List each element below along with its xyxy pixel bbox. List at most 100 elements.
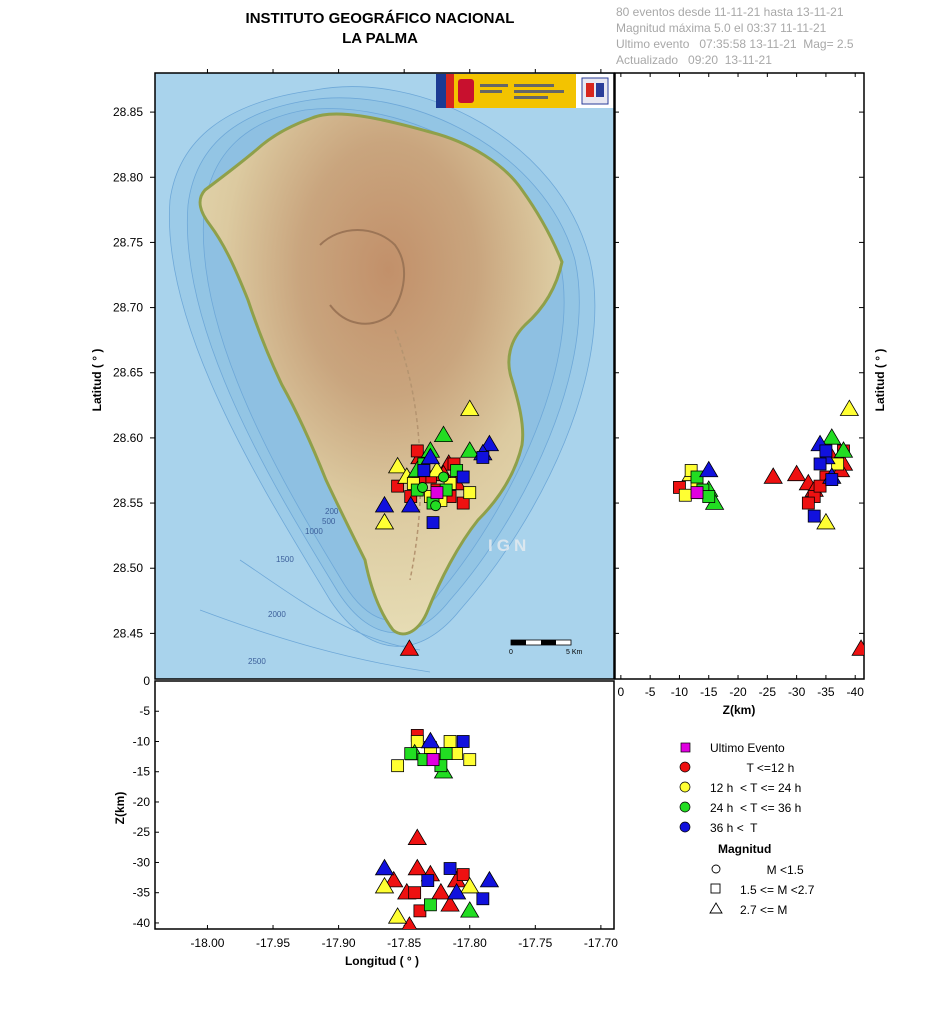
event-marker [476,892,490,906]
depth-tick-label: -30 [788,685,806,699]
legend-shape-circle [711,864,721,874]
depth-tick-label: -10 [671,685,689,699]
depth-label-1000: 1000 [305,527,323,536]
island-landmass [198,112,564,636]
event-marker [699,460,719,478]
event-marker [420,731,441,749]
event-marker [374,876,395,894]
info-line-last-event: Ultimo evento 07:35:58 13-11-21 Mag= 2.5 [616,37,854,51]
event-marker [763,467,783,484]
event-marker [460,399,480,416]
depth-tick-label: -15 [700,685,718,699]
legend-magnitude-small: M <1.5 [740,863,804,877]
info-line-events: 80 eventos desde 11-11-21 hasta 13-11-21 [616,5,844,19]
event-marker [801,496,815,510]
event-marker [410,735,424,748]
legend-label-green: 24 h < T <= 36 h [710,801,802,815]
event-marker [401,495,421,513]
right-xlabel: Z(km) [723,703,756,717]
lat-tick-label: 28.75 [113,235,143,249]
lon-tick-label: -17.95 [256,936,290,950]
depth-tick-label: 0 [618,685,625,699]
event-marker [456,470,470,484]
ign-badge-icon [581,77,609,105]
event-marker [822,428,842,445]
depth-tick-label: -20 [729,685,747,699]
event-marker [833,441,854,458]
legend-label-yellow: 12 h < T <= 24 h [710,781,802,795]
z-tick-label: -15 [133,765,151,779]
caldera-ridge [319,229,406,325]
coat-of-arms-icon [458,79,474,103]
legend-magnitude-medium: 1.5 <= M <2.7 [740,883,815,897]
event-marker [807,509,821,523]
z-tick-label: -30 [133,855,151,869]
event-marker [816,512,836,530]
longitude-depth-event-markers [374,729,500,929]
bottom-ylabel: Z(km) [113,792,127,825]
lon-tick-label: -17.75 [518,936,552,950]
event-marker [439,747,453,760]
scale-label-zero: 0 [509,649,513,656]
event-marker [825,473,839,487]
axis-ticks: 28.45 28.50 28.55 28.60 28.65 28.70 28.75 28.80… [113,69,864,950]
event-marker [690,486,704,500]
z-tick-label: -25 [133,825,151,839]
event-marker [417,464,431,477]
event-marker [479,870,500,888]
event-marker [460,876,480,894]
event-marker [430,486,444,500]
event-marker [426,516,440,530]
map-frame [154,72,615,680]
legend-magnitude-title: Magnitud [718,842,772,856]
event-marker [374,858,395,876]
event-marker [407,828,427,845]
depth-tick-label: -35 [817,685,835,699]
legend-label-blue: 36 h < T [710,821,758,835]
info-line-updated: Actualizado 09:20 13-11-21 [616,53,772,67]
ign-logo-banner [436,74,614,108]
event-marker [399,639,420,656]
depth-latitude-frame [614,72,865,680]
event-marker [446,882,467,900]
legend-swatch-blue [679,821,691,833]
depth-tick-label: -25 [759,685,777,699]
event-marker [456,868,470,881]
event-marker [431,882,451,900]
legend-label-last-event: Ultimo Evento [710,741,785,755]
right-ylabel: Latitud ( ° ) [873,349,887,412]
lon-tick-label: -18.00 [190,936,224,950]
depth-latitude-event-markers [673,399,864,656]
event-marker [813,457,827,471]
event-marker [410,444,424,458]
event-marker [387,456,408,474]
event-marker [391,759,405,773]
event-marker [417,482,428,493]
lat-tick-label: 28.80 [113,170,143,184]
ign-watermark: IGN [488,536,530,555]
event-marker [786,464,807,482]
event-marker [819,444,833,458]
depth-label-2500: 2500 [248,657,266,666]
scale-bar: 0 5 Km [509,639,583,656]
info-line-max-magnitude: Magnitud máxima 5.0 el 03:37 11-11-21 [616,21,827,35]
event-marker [423,898,437,912]
event-marker [433,425,454,442]
event-marker [438,471,449,483]
z-tick-label: -35 [133,886,151,900]
depth-label-1500: 1500 [276,555,294,564]
cumbre-ridge [394,329,422,581]
lat-tick-label: 28.45 [113,626,143,640]
event-marker [374,512,395,530]
event-marker [426,753,440,767]
z-tick-label: -40 [133,916,151,930]
z-tick-label: -20 [133,795,151,809]
lat-tick-label: 28.55 [113,496,143,510]
lat-tick-label: 28.60 [113,431,143,445]
event-marker [443,735,457,748]
depth-tick-label: -40 [847,685,865,699]
depth-tick-label: -5 [645,685,656,699]
z-tick-label: -10 [133,734,151,748]
bottom-xlabel: Longitud ( ° ) [345,954,419,968]
lat-tick-label: 28.50 [113,561,143,575]
